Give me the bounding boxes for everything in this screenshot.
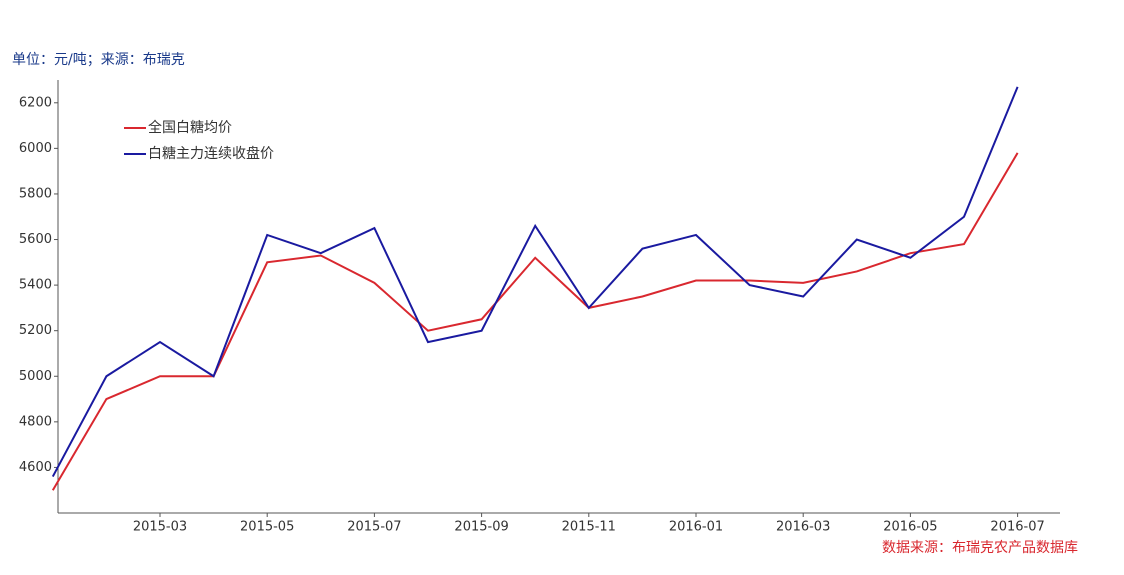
y-tick-label: 4600	[19, 460, 52, 475]
y-tick-label: 6000	[19, 141, 52, 156]
x-tick-label: 2016-03	[776, 520, 830, 535]
series-line	[51, 152, 1019, 491]
x-tick-label: 2015-05	[240, 520, 294, 535]
x-tick-label: 2015-09	[454, 520, 508, 535]
legend-label: 全国白糖均价	[148, 119, 232, 136]
y-tick-label: 5800	[19, 186, 52, 201]
y-tick-label: 5000	[19, 369, 52, 384]
series-line	[51, 86, 1019, 478]
x-tick-label: 2016-01	[669, 520, 723, 535]
source: 数据来源：布瑞克农产品数据库	[882, 540, 1078, 556]
x-tick-label: 2015-07	[347, 520, 401, 535]
y-tick-label: 5200	[19, 323, 52, 338]
y-tick-label: 6200	[19, 95, 52, 110]
legend-label: 白糖主力连续收盘价	[148, 145, 274, 162]
y-tick-label: 5600	[19, 232, 52, 247]
subtitle: 单位：元/吨；来源：布瑞克	[12, 52, 185, 68]
y-tick-label: 4800	[19, 414, 52, 429]
x-tick-label: 2015-11	[562, 520, 616, 535]
x-tick-label: 2016-05	[883, 520, 937, 535]
y-tick-label: 5400	[19, 278, 52, 293]
x-tick-label: 2016-07	[990, 520, 1044, 535]
x-tick-label: 2015-03	[133, 520, 187, 535]
